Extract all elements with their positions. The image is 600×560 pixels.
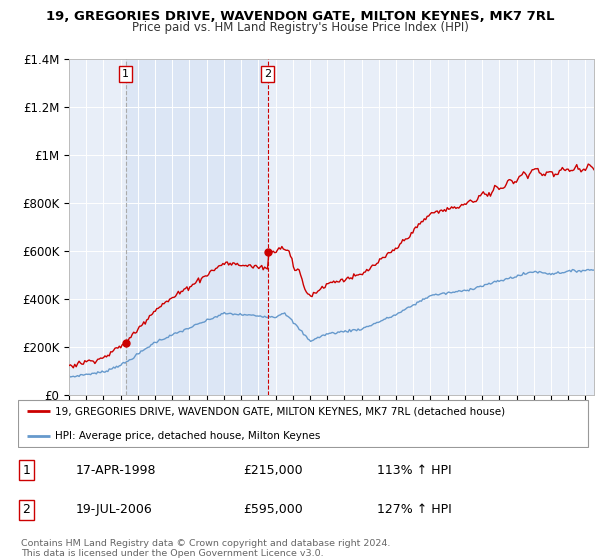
Text: 19, GREGORIES DRIVE, WAVENDON GATE, MILTON KEYNES, MK7 7RL: 19, GREGORIES DRIVE, WAVENDON GATE, MILT… [46, 10, 554, 24]
Text: 127% ↑ HPI: 127% ↑ HPI [377, 503, 452, 516]
Text: Contains HM Land Registry data © Crown copyright and database right 2024.
This d: Contains HM Land Registry data © Crown c… [21, 539, 391, 558]
Text: £595,000: £595,000 [244, 503, 304, 516]
Text: HPI: Average price, detached house, Milton Keynes: HPI: Average price, detached house, Milt… [55, 431, 320, 441]
Text: 1: 1 [122, 69, 129, 79]
Text: 2: 2 [264, 69, 271, 79]
Text: 19-JUL-2006: 19-JUL-2006 [76, 503, 152, 516]
Bar [125, 59, 268, 395]
Text: 2: 2 [23, 503, 31, 516]
Text: 17-APR-1998: 17-APR-1998 [76, 464, 156, 477]
Text: Price paid vs. HM Land Registry's House Price Index (HPI): Price paid vs. HM Land Registry's House … [131, 21, 469, 35]
Text: 1: 1 [23, 464, 31, 477]
Text: £215,000: £215,000 [244, 464, 303, 477]
FancyBboxPatch shape [18, 400, 588, 447]
Text: 19, GREGORIES DRIVE, WAVENDON GATE, MILTON KEYNES, MK7 7RL (detached house): 19, GREGORIES DRIVE, WAVENDON GATE, MILT… [55, 406, 505, 416]
Text: 113% ↑ HPI: 113% ↑ HPI [377, 464, 451, 477]
